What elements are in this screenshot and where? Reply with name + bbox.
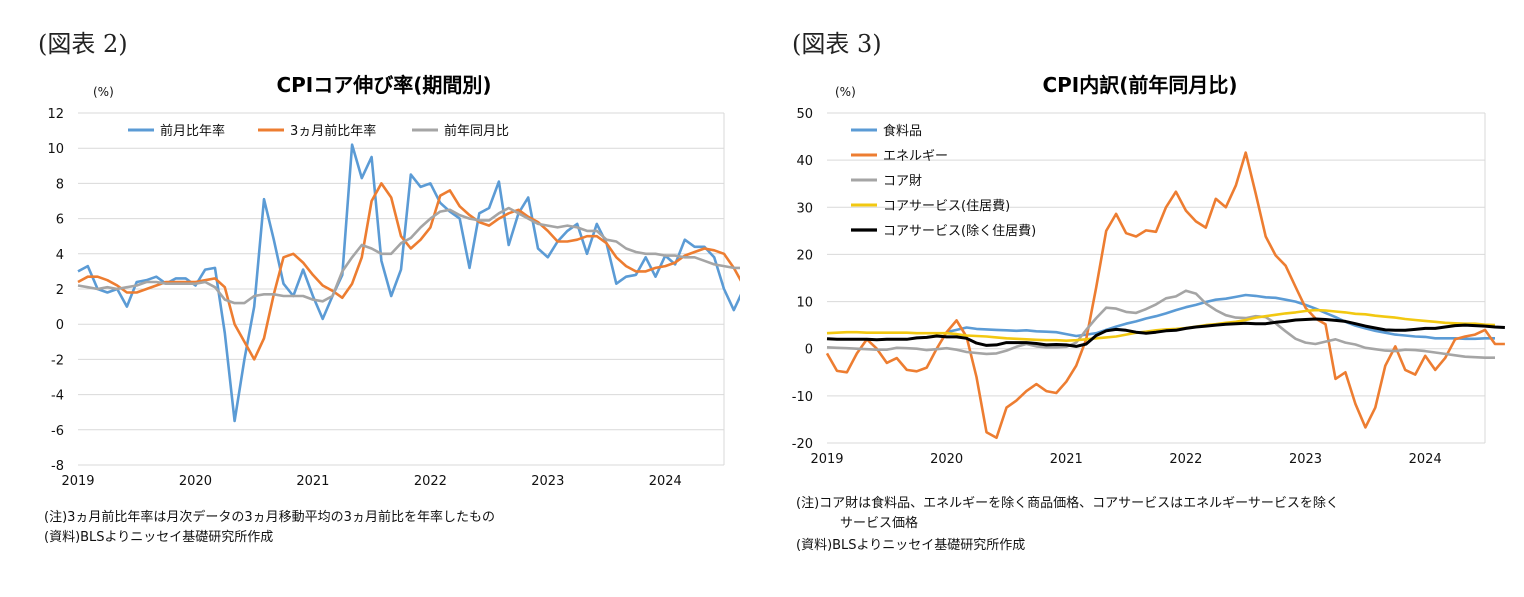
y-tick-label: 0 — [56, 318, 64, 333]
series-line-1 — [825, 151, 1505, 440]
y-tick-label: 6 — [56, 213, 64, 228]
series-line-2 — [826, 289, 1495, 359]
y-tick-label: 10 — [796, 296, 813, 311]
core-cpi-growth-chart: CPIコア伸び率(期間別) (%) -8 -6 -4 -2 0 2 4 6 8 10 12 2019 202… — [47, 73, 740, 489]
figure-3-label: (図表 3) — [792, 30, 882, 58]
right-chart-note: (注)コア財は食料品、エネルギーを除く商品価格、コアサービスはエネルギーサービス… — [796, 496, 1339, 511]
x-tick-label: 2023 — [531, 474, 564, 489]
y-tick-label: 4 — [56, 248, 64, 263]
left-chart-source: (資料)BLSよりニッセイ基礎研究所作成 — [44, 530, 274, 545]
series-line-0 — [946, 293, 1495, 341]
y-unit-label: (%) — [93, 85, 114, 99]
legend-label: コアサービス(除く住居費) — [883, 224, 1036, 239]
x-tick-label: 2024 — [649, 474, 682, 489]
x-tick-label: 2022 — [414, 474, 447, 489]
y-tick-label: -6 — [51, 424, 64, 439]
y-tick-label: 10 — [47, 142, 64, 157]
legend-label: 前年同月比 — [444, 123, 509, 139]
x-tick-label: 2023 — [1289, 452, 1322, 467]
legend-label: エネルギー — [883, 149, 948, 164]
y-tick-label: 30 — [796, 201, 813, 216]
x-tick-label: 2020 — [930, 452, 963, 467]
y-tick-label: 8 — [56, 177, 64, 192]
series-line-2 — [77, 206, 740, 305]
y-tick-label: 12 — [47, 107, 64, 122]
y-tick-label: -8 — [51, 459, 64, 474]
cpi-breakdown-chart: CPI内訳(前年同月比) (%) -20 -10 0 10 20 30 40 50 2019 2020… — [792, 73, 1505, 467]
figure-2-label: (図表 2) — [38, 30, 128, 58]
y-tick-label: 20 — [796, 248, 813, 263]
y-tick-label: -2 — [51, 353, 64, 368]
y-tick-label: 50 — [796, 107, 813, 122]
chart-title: CPI内訳(前年同月比) — [1042, 73, 1237, 97]
y-tick-label: -4 — [51, 389, 64, 404]
x-tick-label: 2019 — [61, 474, 94, 489]
series-line-3 — [826, 308, 1496, 342]
left-chart-note: (注)3ヵ月前比年率は月次データの3ヵ月移動平均の3ヵ月前比を年率したもの — [44, 510, 495, 525]
series-line-4 — [826, 317, 1505, 348]
right-chart-note-cont: サービス価格 — [840, 516, 919, 531]
y-unit-label: (%) — [835, 85, 856, 99]
legend-label: 食料品 — [883, 123, 922, 139]
legend-label: コア財 — [883, 174, 922, 189]
legend-label: 前月比年率 — [160, 123, 225, 139]
y-tick-label: 2 — [56, 283, 64, 298]
right-chart-source: (資料)BLSよりニッセイ基礎研究所作成 — [796, 538, 1026, 553]
y-tick-label: -20 — [792, 437, 813, 452]
y-tick-label: 40 — [796, 154, 813, 169]
x-tick-label: 2021 — [296, 474, 329, 489]
legend-label: 3ヵ月前比年率 — [290, 123, 376, 139]
y-tick-label: -10 — [792, 390, 813, 405]
legend-label: コアサービス(住居費) — [883, 199, 1010, 214]
y-tick-label: 0 — [805, 343, 813, 358]
x-tick-label: 2024 — [1409, 452, 1442, 467]
series-line-1 — [77, 182, 740, 361]
x-tick-label: 2020 — [179, 474, 212, 489]
x-tick-label: 2022 — [1169, 452, 1202, 467]
chart-title: CPIコア伸び率(期間別) — [276, 73, 491, 97]
x-tick-label: 2019 — [810, 452, 843, 467]
x-tick-label: 2021 — [1050, 452, 1083, 467]
